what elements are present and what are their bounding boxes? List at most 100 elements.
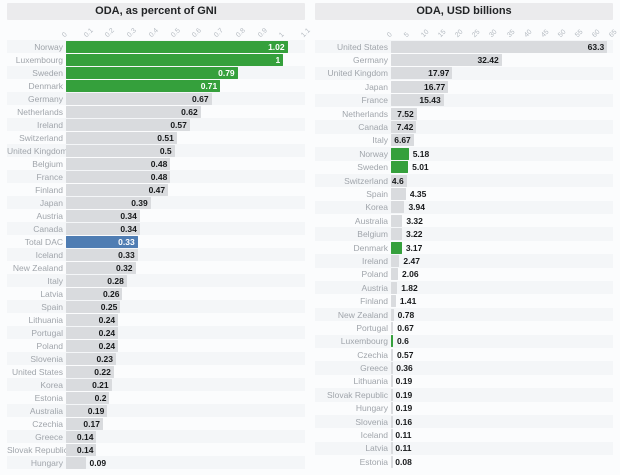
bar-row: Lithuania 0.24 (7, 313, 305, 326)
bar (391, 281, 398, 294)
country-label: Estonia (34, 392, 63, 403)
value-label: 0.48 (150, 171, 168, 182)
axis-tick-label: 40 (522, 28, 534, 39)
axis-tick-label: 0.4 (147, 27, 160, 39)
axis-tick-label: 30 (488, 28, 499, 39)
bar-row: Switzerland 0.51 (7, 131, 305, 144)
country-label: Norway (34, 41, 63, 52)
bar (391, 80, 449, 93)
bar-row: Ireland 0.57 (7, 118, 305, 131)
bar (391, 54, 502, 67)
value-label: 0.71 (200, 80, 218, 91)
country-label: Germany (28, 93, 63, 104)
bar-row: Canada 0.34 (7, 222, 305, 235)
country-label: Australia (29, 405, 63, 416)
value-label: 0.5 (159, 145, 172, 156)
country-label: Hungary (30, 457, 63, 468)
bar (66, 53, 284, 66)
value-label: 0.33 (118, 249, 135, 260)
value-label: 0.67 (192, 93, 209, 104)
value-label: 1 (275, 54, 281, 65)
value-label: 1.82 (401, 282, 418, 293)
country-label: United States (336, 41, 388, 52)
bar (391, 362, 393, 375)
bar-row: Korea 3.94 (315, 200, 613, 215)
bar (66, 235, 138, 248)
bar-row: Luxembourg 1 (7, 53, 305, 66)
bar (391, 107, 417, 120)
bar (391, 295, 396, 308)
value-label: 4.6 (391, 175, 404, 186)
value-label: 0.25 (100, 301, 118, 312)
value-label: 0.14 (76, 444, 94, 455)
country-label: Sweden (357, 162, 388, 173)
country-label: Spain (366, 188, 388, 199)
bar-row: Belgium 0.48 (7, 157, 305, 170)
value-label: 0.34 (120, 210, 137, 221)
bar-row: Japan 16.77 (315, 80, 613, 93)
country-label: Denmark (28, 80, 63, 91)
bar (66, 105, 201, 118)
country-label: Czechia (357, 349, 388, 360)
bar (66, 144, 175, 157)
value-label: 0.09 (89, 457, 107, 468)
bar-row: Iceland 0.11 (315, 428, 613, 442)
bar-row: United States 63.3 (315, 40, 613, 54)
country-label: Slovenia (355, 416, 388, 427)
bar-row: Austria 0.34 (7, 209, 305, 222)
axis-tick-label: 0 (386, 31, 394, 39)
bar-row: Canada 7.42 (315, 120, 613, 134)
bar-row: Slovenia 0.23 (7, 352, 305, 365)
country-label: Hungary (355, 403, 388, 414)
bar-row: Germany 0.67 (7, 92, 305, 105)
bar (391, 201, 405, 214)
bar (391, 429, 393, 442)
country-label: Netherlands (17, 106, 63, 117)
bar (66, 157, 171, 170)
value-label: 1.41 (399, 296, 417, 307)
bar (391, 415, 393, 428)
value-label: 3.22 (405, 229, 423, 240)
country-label: Estonia (359, 456, 388, 467)
country-label: Poland (361, 269, 388, 280)
chart-oda-percent-gni: ODA, as percent of GNI 0 0.1 0.2 0.3 0.4 0.5 0… (7, 3, 312, 469)
bar-row: Portugal 0.67 (315, 321, 613, 334)
value-label: 0.19 (87, 405, 105, 416)
axis-tick-label: 65 (608, 28, 619, 39)
bar (391, 388, 393, 401)
bar (391, 308, 394, 321)
axis-tick-label: 0.1 (82, 27, 95, 39)
axis-tick-label: 0 (61, 31, 69, 39)
bar-row: Netherlands 7.52 (315, 107, 613, 120)
bar-row: Netherlands 0.62 (7, 105, 305, 118)
bar-row: Luxembourg 0.6 (315, 334, 613, 348)
bar-row: Norway 1.02 (7, 40, 305, 53)
bar-row: Finland 1.41 (315, 294, 613, 308)
bar (391, 134, 414, 147)
axis-tick-label: 0.3 (126, 27, 139, 39)
value-label: 0.16 (395, 416, 413, 427)
bar (66, 456, 86, 469)
bar (66, 170, 171, 183)
value-label: 2.47 (403, 255, 420, 266)
bar (391, 94, 444, 107)
bar (66, 443, 97, 456)
bar (391, 228, 402, 241)
country-label: New Zealand (12, 262, 63, 273)
value-label: 0.08 (395, 456, 412, 467)
bar-row: United Kingdom 17.97 (315, 66, 613, 81)
country-label: Belgium (357, 229, 388, 240)
country-label: Ireland (362, 255, 388, 266)
chart-title-usd-billions: ODA, USD billions (315, 3, 613, 20)
bar-row: Slovak Republic 0.14 (7, 443, 305, 456)
country-label: Finland (360, 296, 388, 307)
bar (391, 455, 393, 468)
axis-tick-label: 5 (403, 31, 411, 39)
country-label: Slovak Republic (7, 444, 68, 455)
bar (391, 214, 403, 227)
country-label: Austria (361, 282, 388, 293)
axis-tick-label: 10 (420, 28, 431, 39)
bar-row: Portugal 0.24 (7, 326, 305, 339)
bar (391, 268, 399, 281)
bar-row: New Zealand 0.32 (7, 261, 305, 274)
